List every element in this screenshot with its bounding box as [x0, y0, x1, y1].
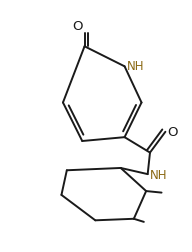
Text: NH: NH	[150, 169, 167, 182]
Text: O: O	[168, 125, 178, 138]
Text: NH: NH	[127, 60, 144, 73]
Text: O: O	[73, 20, 83, 33]
